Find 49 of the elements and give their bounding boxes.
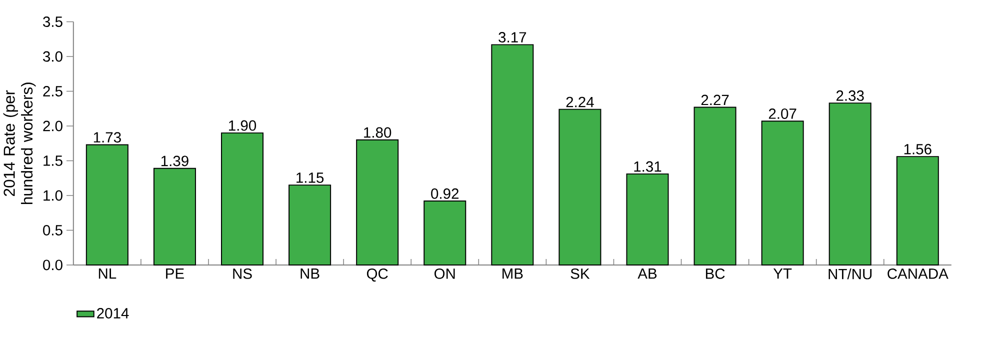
data-label: 2.27 — [701, 94, 729, 106]
data-label: 1.90 — [229, 120, 256, 131]
y-axis-title: 2014 Rate (per hundred workers) — [3, 82, 36, 204]
y-tick-label: 2.0 — [43, 120, 62, 132]
data-label: 1.56 — [904, 144, 932, 154]
legend-label: 2014 — [97, 308, 129, 318]
data-label: 1.80 — [364, 127, 392, 138]
x-tick-label: MB — [502, 268, 523, 279]
bar — [558, 108, 602, 266]
x-tick-label: QC — [366, 268, 388, 282]
data-label: 2.24 — [566, 96, 594, 108]
x-tick-label: YT — [773, 268, 792, 279]
data-label: 0.92 — [431, 188, 459, 199]
x-tick-label: NB — [300, 268, 320, 279]
bar — [828, 102, 872, 266]
bar — [356, 139, 399, 266]
data-label: 1.73 — [94, 132, 121, 143]
bar — [220, 132, 264, 266]
data-label: 3.17 — [498, 32, 526, 43]
x-tick-label: AB — [638, 268, 657, 279]
x-tick-label: NS — [233, 268, 252, 279]
y-tick-label: 1.5 — [44, 156, 62, 166]
y-tick-label: 2.5 — [43, 86, 62, 96]
x-tick-label: PE — [166, 268, 184, 279]
bar — [288, 184, 332, 266]
y-tick-label: 3.5 — [43, 16, 62, 27]
y-tick-label: 0.0 — [43, 260, 62, 270]
bar — [153, 168, 196, 266]
data-label: 1.15 — [296, 172, 324, 183]
x-tick-label: BC — [706, 268, 725, 279]
x-tick-label: NL — [98, 268, 116, 279]
bar — [896, 156, 939, 266]
x-tick-label: CANADA — [888, 268, 948, 279]
bar — [424, 200, 466, 266]
bar — [86, 144, 128, 266]
bar — [626, 173, 669, 266]
data-label: 2.33 — [836, 90, 864, 101]
data-label: 2.07 — [768, 108, 796, 119]
y-tick-label: 3.0 — [43, 51, 62, 62]
x-tick-label: SK — [570, 268, 590, 279]
bar — [694, 106, 736, 266]
y-tick-label: 0.5 — [43, 225, 62, 236]
data-label: 1.39 — [161, 156, 188, 166]
bar — [491, 44, 534, 266]
data-label: 1.31 — [634, 161, 662, 172]
y-tick-label: 1.0 — [44, 190, 62, 201]
x-tick-label: NT/NU — [828, 268, 872, 280]
x-tick-label: ON — [434, 268, 455, 279]
bar — [761, 120, 804, 266]
